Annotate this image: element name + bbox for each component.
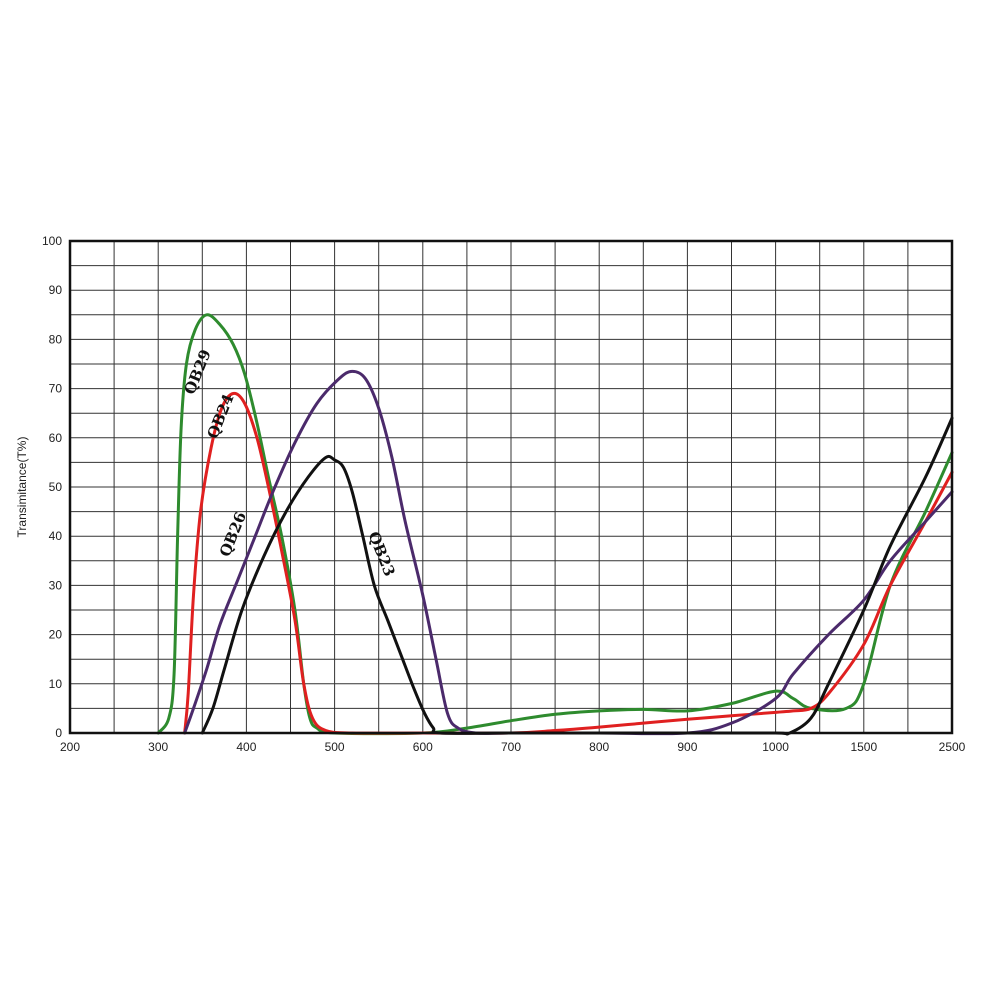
x-tick-label: 1500 [850, 740, 877, 754]
y-tick-label: 50 [49, 480, 63, 494]
x-tick-label: 700 [501, 740, 521, 754]
x-tick-label: 900 [677, 740, 697, 754]
x-tick-label: 2500 [939, 740, 966, 754]
y-tick-label: 40 [49, 529, 63, 543]
series-label-qb26: QB26 [216, 509, 250, 559]
y-tick-label: 100 [42, 234, 62, 248]
y-axis-tick-labels: 0 10 20 30 40 50 60 70 80 90 100 [42, 234, 62, 740]
x-axis-tick-labels: 200 300 400 500 600 700 800 900 1000 1500 2500 [60, 740, 966, 754]
x-tick-label: 200 [60, 740, 80, 754]
plot-frame [68, 239, 954, 735]
x-tick-label: 300 [148, 740, 168, 754]
y-tick-label: 60 [49, 431, 63, 445]
series-line-qb24 [183, 391, 954, 735]
x-tick-label: 400 [236, 740, 256, 754]
series-label-qb24: QB24 [204, 391, 238, 441]
x-tick-label: 1000 [762, 740, 789, 754]
x-tick-label: 500 [325, 740, 345, 754]
grid-lines [70, 241, 952, 733]
y-tick-label: 70 [49, 382, 63, 396]
series-line-qb29 [156, 313, 954, 736]
y-tick-label: 0 [55, 726, 62, 740]
x-tick-label: 600 [413, 740, 433, 754]
series-line-qb23 [200, 416, 954, 736]
y-tick-label: 90 [49, 283, 63, 297]
y-tick-label: 10 [49, 677, 63, 691]
x-tick-label: 800 [589, 740, 609, 754]
y-tick-label: 30 [49, 578, 63, 592]
y-axis-label: Transimitance(T%) [15, 437, 29, 538]
series-line-qb26 [183, 369, 954, 736]
y-tick-label: 80 [49, 332, 63, 346]
y-tick-label: 20 [49, 628, 63, 642]
